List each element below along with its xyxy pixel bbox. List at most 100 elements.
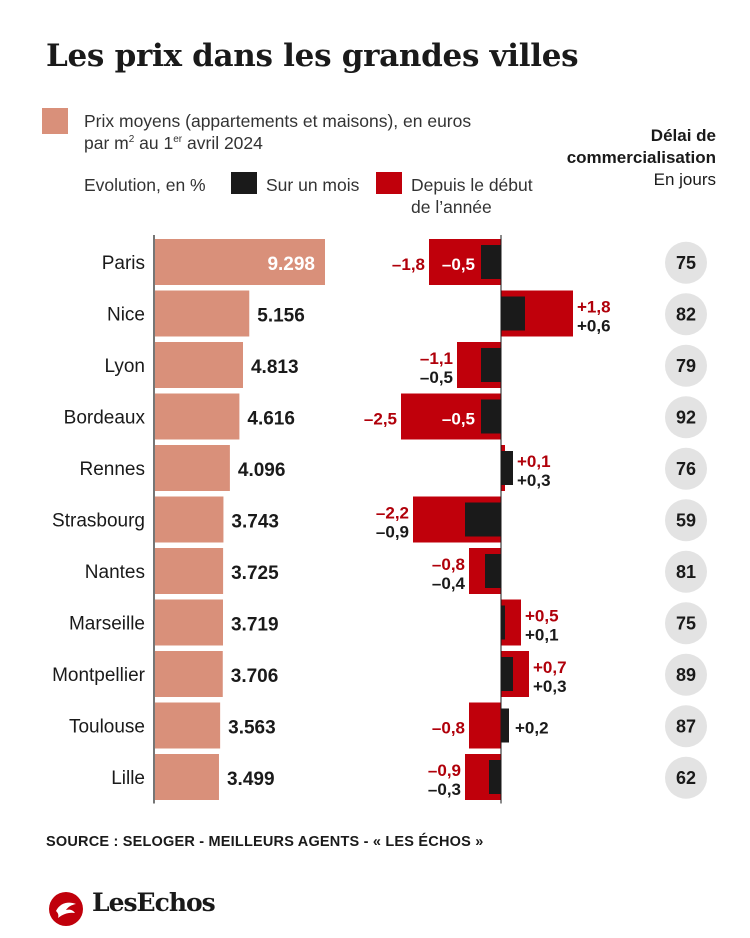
delay-value-nantes: 81 (676, 562, 696, 582)
price-legend-text: Prix moyens (appartements et maisons), e… (84, 110, 471, 154)
month-value-montpellier: +0,3 (533, 677, 567, 696)
year-value-lille: –0,9 (428, 761, 461, 780)
city-label-montpellier: Montpellier (52, 665, 146, 686)
chart-title: Les prix dans les grandes villes (46, 38, 579, 74)
year-value-paris: –1,8 (392, 255, 425, 274)
price-value-strasbourg: 3.743 (231, 511, 279, 532)
price-bar-toulouse (155, 702, 221, 749)
delay-badge-bordeaux (665, 396, 707, 439)
year-value-bordeaux: –2,5 (364, 409, 397, 428)
month-value-strasbourg: –0,9 (376, 522, 409, 541)
year-value-montpellier: +0,7 (533, 658, 567, 677)
year-legend-line2: de l’année (411, 197, 492, 217)
year-value-nice: +1,8 (577, 297, 611, 316)
month-bar-montpellier (501, 657, 513, 691)
city-label-bordeaux: Bordeaux (64, 407, 146, 428)
year-legend-swatch (376, 172, 402, 194)
delay-value-nice: 82 (676, 304, 696, 324)
price-value-toulouse: 3.563 (228, 717, 276, 738)
price-value-rennes: 4.096 (238, 460, 286, 481)
month-value-rennes: +0,3 (517, 471, 551, 490)
month-value-paris: –0,5 (442, 255, 475, 274)
price-value-nantes: 3.725 (231, 563, 279, 584)
price-bar-rennes (155, 445, 230, 491)
month-value-lyon: –0,5 (420, 368, 453, 387)
price-bar-nantes (155, 548, 224, 594)
delay-value-lyon: 79 (676, 356, 696, 376)
delay-badge-marseille (665, 602, 707, 645)
delay-value-marseille: 75 (676, 613, 696, 633)
city-label-toulouse: Toulouse (69, 716, 145, 737)
price-bar-marseille (155, 599, 223, 646)
city-label-rennes: Rennes (80, 459, 146, 480)
delay-value-rennes: 76 (676, 459, 696, 479)
month-value-lille: –0,3 (428, 780, 461, 799)
les-echos-logo-text: LesEchos (92, 888, 216, 917)
delay-value-strasbourg: 59 (676, 510, 696, 530)
delay-value-paris: 75 (676, 253, 696, 273)
month-value-bordeaux: –0,5 (442, 409, 475, 428)
year-bar-marseille (501, 599, 521, 646)
price-bar-montpellier (155, 651, 223, 697)
year-value-nantes: –0,8 (432, 555, 465, 574)
delay-badge-montpellier (665, 653, 707, 696)
delay-header-line1: Délai de (650, 126, 716, 145)
year-value-toulouse: –0,8 (432, 718, 465, 737)
month-value-toulouse: +0,2 (515, 718, 549, 737)
delay-header-line3: En jours (653, 170, 716, 189)
month-legend-text: Sur un mois (266, 175, 360, 195)
month-bar-toulouse (501, 708, 509, 743)
delay-value-lille: 62 (676, 768, 696, 788)
month-bar-lille (489, 760, 501, 794)
delay-value-bordeaux: 92 (676, 407, 696, 427)
year-value-rennes: +0,1 (517, 452, 551, 471)
city-label-nantes: Nantes (85, 562, 145, 583)
month-legend-swatch (231, 172, 257, 194)
price-legend-line1: Prix moyens (appartements et maisons), e… (84, 111, 472, 131)
month-bar-nantes (485, 554, 501, 588)
price-bar-bordeaux (155, 393, 240, 440)
month-bar-marseille (501, 605, 505, 640)
month-bar-rennes (501, 451, 513, 485)
price-value-bordeaux: 4.616 (247, 408, 295, 429)
month-bar-strasbourg (465, 502, 501, 537)
source-note: SOURCE : SELOGER - MEILLEURS AGENTS - « … (46, 834, 484, 850)
delay-badge-rennes (665, 447, 707, 490)
price-bar-nice (155, 290, 250, 337)
month-bar-lyon (481, 348, 501, 382)
price-bar-strasbourg (155, 496, 224, 543)
delay-badge-toulouse (665, 705, 707, 748)
delay-value-toulouse: 87 (676, 716, 696, 736)
delay-badge-lille (665, 756, 707, 799)
city-label-marseille: Marseille (69, 613, 145, 634)
year-value-marseille: +0,5 (525, 606, 559, 625)
delay-header-line2: commercialisation (566, 148, 716, 167)
year-value-strasbourg: –2,2 (376, 503, 409, 522)
price-bar-paris (155, 239, 325, 285)
price-value-lyon: 4.813 (251, 357, 299, 378)
month-value-nice: +0,6 (577, 316, 611, 335)
city-label-lyon: Lyon (105, 356, 146, 377)
les-echos-logo-icon (49, 892, 83, 926)
month-value-marseille: +0,1 (525, 625, 559, 644)
price-value-montpellier: 3.706 (231, 666, 279, 687)
city-label-lille: Lille (111, 768, 145, 789)
city-label-nice: Nice (107, 304, 145, 325)
month-value-nantes: –0,4 (432, 574, 466, 593)
delay-badge-paris (665, 241, 707, 284)
delay-badge-nantes (665, 550, 707, 593)
price-bar-lyon (155, 342, 243, 388)
city-label-paris: Paris (102, 253, 145, 274)
year-legend-text: Depuis le début de l’année (411, 174, 533, 218)
delay-value-montpellier: 89 (676, 665, 696, 685)
price-legend-line2: par m2 au 1er avril 2024 (84, 133, 263, 153)
year-bar-toulouse (469, 702, 501, 749)
price-legend-swatch (42, 108, 68, 134)
evolution-legend-label: Evolution, en % (84, 175, 206, 195)
price-value-marseille: 3.719 (231, 614, 279, 635)
month-bar-nice (501, 296, 525, 331)
delay-badge-strasbourg (665, 499, 707, 542)
city-label-strasbourg: Strasbourg (52, 510, 145, 531)
year-legend-line1: Depuis le début (411, 175, 533, 195)
